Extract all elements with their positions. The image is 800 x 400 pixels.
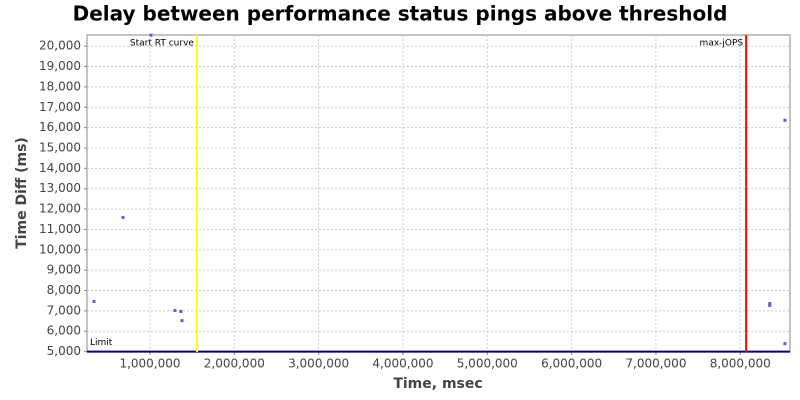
x-tick-label: 1,000,000 [119,357,180,371]
point [783,118,787,122]
y-tick-label: 16,000 [39,120,81,134]
y-tick-label: 11,000 [39,222,81,236]
y-tick-label: 10,000 [39,242,81,256]
limit-label: Limit [90,338,113,348]
y-tick-label: 5,000 [47,344,81,358]
x-tick-label: 5,000,000 [457,357,518,371]
y-tick-label: 12,000 [39,202,81,216]
y-tick-label: 14,000 [39,161,81,175]
y-tick-label: 8,000 [47,283,81,297]
point [768,304,772,308]
point [149,33,153,37]
point [121,215,125,219]
y-tick-label: 17,000 [39,100,81,114]
chart-title: Delay between performance status pings a… [73,2,728,26]
x-tick-label: 7,000,000 [625,357,686,371]
y-tick-label: 18,000 [39,79,81,93]
point [768,302,772,306]
x-tick-label: 8,000,000 [710,357,771,371]
plot-area [86,34,791,353]
y-tick-label: 15,000 [39,140,81,154]
marker-label: max-jOPS [700,39,744,49]
y-tick-label: 20,000 [39,39,81,53]
point [173,308,177,312]
point [92,300,96,304]
y-tick-label: 7,000 [47,303,81,317]
y-tick-label: 6,000 [47,324,81,338]
y-tick-label: 9,000 [47,263,81,277]
x-tick-label: 4,000,000 [372,357,433,371]
x-tick-label: 3,000,000 [288,357,349,371]
point [783,342,787,346]
x-axis-label: Time, msec [393,376,482,392]
y-tick-label: 19,000 [39,59,81,73]
y-axis-label: Time Diff (ms) [14,137,30,249]
marker-label: Start RT curve [130,39,194,49]
point [179,309,183,313]
x-tick-label: 6,000,000 [541,357,602,371]
y-tick-label: 13,000 [39,181,81,195]
point [180,319,184,323]
x-tick-label: 2,000,000 [204,357,265,371]
